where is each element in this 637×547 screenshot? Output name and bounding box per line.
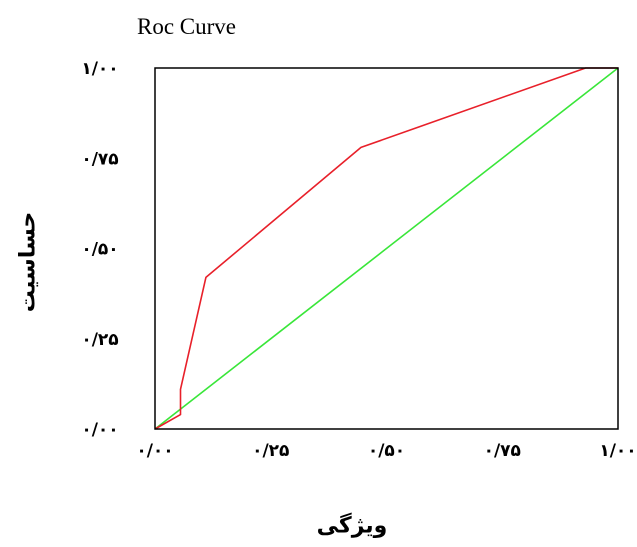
y-tick-label: ۰/۵۰ xyxy=(81,240,118,260)
x-tick-label: ۰/۲۵ xyxy=(252,441,289,461)
x-tick-label: ۰/۷۵ xyxy=(484,441,521,461)
x-tick-label: ۰/۵۰ xyxy=(368,441,405,461)
y-tick-label: ۰/۰۰ xyxy=(81,420,118,440)
reference-diagonal-line xyxy=(154,67,619,430)
x-tick-label: ۰/۰۰ xyxy=(136,441,173,461)
x-tick-label: ۱/۰۰ xyxy=(599,441,636,461)
y-tick-label: ۰/۲۵ xyxy=(81,330,118,350)
series-group xyxy=(154,67,619,430)
y-tick-label: ۱/۰۰ xyxy=(81,59,118,79)
chart-title: Roc Curve xyxy=(137,14,237,39)
y-ticks: ۰/۰۰ ۰/۲۵ ۰/۵۰ ۰/۷۵ ۱/۰۰ xyxy=(81,59,118,440)
x-ticks: ۰/۰۰ ۰/۲۵ ۰/۵۰ ۰/۷۵ ۱/۰۰ xyxy=(136,441,636,461)
plot-frame xyxy=(154,67,619,430)
y-tick-label: ۰/۷۵ xyxy=(81,149,118,169)
x-axis-label: ویژگی xyxy=(316,513,388,539)
